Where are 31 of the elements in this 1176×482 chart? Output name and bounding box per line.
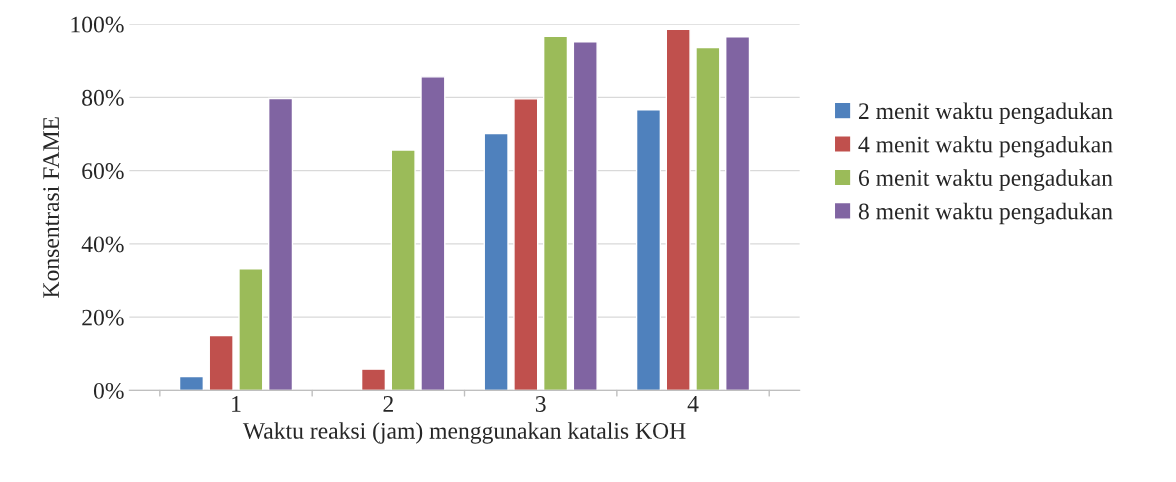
bar <box>483 132 509 391</box>
bar <box>725 36 751 391</box>
bar <box>238 268 264 391</box>
bar <box>420 76 446 391</box>
x-tick-label: 4 <box>687 396 699 412</box>
bar <box>390 149 416 391</box>
y-tick-label: 60% <box>82 163 124 180</box>
x-tick-label: 2 <box>383 396 393 412</box>
y-tick-label: 100% <box>71 16 124 33</box>
bar <box>572 40 598 391</box>
x-axis-title: Waktu reaksi (jam) menggunakan katalis KOH <box>242 422 686 444</box>
legend-label: 6 menit waktu pengadukan <box>858 169 1113 191</box>
bar <box>635 109 662 391</box>
bar <box>267 97 294 391</box>
bar <box>665 28 691 391</box>
y-tick-label: 80% <box>82 89 124 106</box>
y-axis-title: Konsentrasi FAME <box>43 117 60 298</box>
y-tick-label: 40% <box>81 236 124 253</box>
x-tick-label: 1 <box>232 396 241 412</box>
bar <box>360 368 387 391</box>
bar <box>178 375 205 391</box>
y-tick-label: 0% <box>93 382 124 399</box>
bar <box>208 334 234 391</box>
bar <box>542 35 569 391</box>
x-tick-label: 3 <box>535 396 546 412</box>
bar <box>695 46 721 391</box>
bar <box>513 98 539 391</box>
legend-label: 8 menit waktu pengadukan <box>858 202 1113 225</box>
y-tick-label: 20% <box>82 309 124 326</box>
legend-label: 2 menit waktu pengadukan <box>858 102 1113 124</box>
legend-label: 4 menit waktu pengadukan <box>858 135 1113 158</box>
